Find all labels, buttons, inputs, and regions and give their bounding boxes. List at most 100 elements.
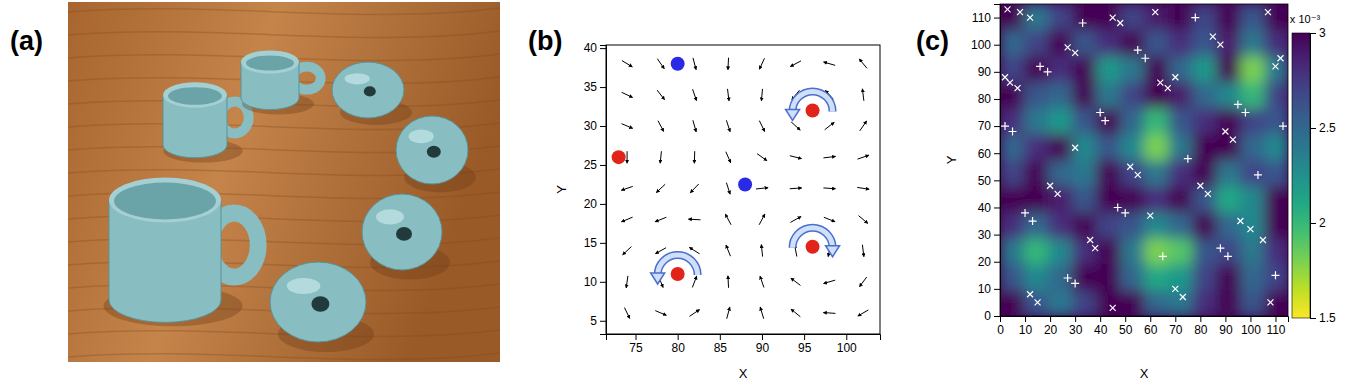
heatmap-cell [1072, 30, 1097, 57]
point [1159, 252, 1167, 260]
point [1079, 19, 1087, 27]
point [1135, 172, 1141, 178]
heatmap-cell [1096, 4, 1121, 30]
vector-arrow [759, 58, 764, 69]
heatmap-cell [1024, 186, 1049, 213]
tick: 1.5 [1310, 311, 1336, 325]
heatmap-cell [1072, 160, 1097, 187]
tick-label: 15 [584, 236, 598, 250]
tick: 3 [1310, 26, 1326, 40]
vector-arrow [824, 217, 835, 221]
heatmap-cell [1216, 4, 1241, 30]
morph-body [270, 262, 366, 342]
y-axis-title: Y [944, 155, 959, 164]
heatmap-cell [1216, 290, 1241, 316]
axis: 7580859095100 [607, 334, 881, 355]
heatmap-cell [1120, 4, 1145, 30]
heatmap-cell [1216, 56, 1241, 83]
vector-arrow [760, 276, 764, 287]
tick-mark [994, 72, 1000, 73]
point [1015, 85, 1021, 91]
point [1110, 305, 1116, 311]
heatmap-cell [1048, 4, 1073, 30]
vector-arrow [657, 59, 664, 69]
heatmap-cell [1192, 134, 1217, 161]
point [1096, 109, 1104, 117]
tick: 100 [1241, 316, 1261, 337]
point [1101, 117, 1109, 125]
point [1147, 213, 1153, 219]
point [1072, 145, 1078, 151]
vector-arrow [860, 121, 867, 131]
heatmap-cell [1144, 56, 1169, 83]
tick-label: 30 [978, 228, 992, 242]
heatmap-cell [1120, 186, 1145, 213]
heatmap-cell [1120, 160, 1145, 187]
morph-body [396, 116, 468, 184]
heatmap-cell [1144, 134, 1169, 161]
heatmap-cell [1192, 108, 1217, 135]
rotation-arrow-head [826, 246, 840, 257]
heatmap-cell [1120, 108, 1145, 135]
point [1191, 14, 1199, 22]
heatmap-cell [1240, 30, 1265, 57]
tick-mark [1150, 316, 1151, 322]
tick-mark [804, 334, 805, 340]
photo [68, 2, 500, 362]
heatmap-cell [1000, 30, 1025, 57]
vector-arrow [656, 248, 666, 254]
tick-label: 20 [584, 197, 598, 211]
point [1216, 244, 1224, 252]
vector-arrow [727, 307, 730, 319]
tick: 30 [1069, 316, 1083, 337]
heatmap-cell [1096, 134, 1121, 161]
vector-arrow [690, 184, 698, 193]
heatmap-cell [1168, 264, 1193, 291]
heatmap-cell [1216, 134, 1241, 161]
heatmap-cell [1264, 160, 1288, 187]
heatmap-cell [1168, 160, 1193, 187]
heatmap-cell [1264, 186, 1288, 213]
heatmap-cell [1072, 4, 1097, 30]
point [1237, 218, 1243, 224]
point [1134, 46, 1142, 54]
heatmap-cell [1264, 4, 1288, 30]
point [671, 267, 685, 281]
tick-mark [600, 165, 606, 166]
table [68, 2, 500, 362]
heatmap-cell [1144, 108, 1169, 135]
point [1072, 50, 1078, 56]
vector-arrow [823, 312, 835, 314]
tick-label: 80 [1194, 323, 1208, 337]
heatmap-cell [1048, 108, 1073, 135]
heatmap-cell [1120, 264, 1145, 291]
heatmap-cell [1192, 4, 1217, 30]
mug [241, 50, 321, 114]
heatmap-cell [1000, 160, 1025, 187]
heatmap-cell [1000, 212, 1025, 239]
tick-mark [1310, 318, 1316, 319]
tick: 20 [978, 255, 1000, 269]
tick: 40 [584, 41, 606, 55]
heatmap-cell [1120, 212, 1145, 239]
point [1087, 237, 1093, 243]
tick-label: 90 [978, 65, 992, 79]
heatmap-cell [1072, 134, 1097, 161]
tick-mark [1310, 33, 1316, 34]
point [1009, 128, 1017, 136]
vector-arrow [689, 219, 701, 221]
highlight [287, 278, 321, 294]
vector-arrow [761, 245, 762, 257]
tick-mark [1275, 316, 1276, 322]
point [1224, 252, 1232, 260]
heatmap-cell [1072, 238, 1097, 265]
point [1184, 155, 1192, 163]
tick-mark [846, 334, 847, 340]
heatmap-cell [1192, 238, 1217, 265]
point [1247, 226, 1253, 232]
tick-label: 70 [1169, 323, 1183, 337]
vector-arrow [658, 121, 664, 132]
tick: 90 [756, 334, 770, 355]
vector-arrow [624, 308, 629, 319]
x-axis-title: X [1140, 366, 1149, 381]
